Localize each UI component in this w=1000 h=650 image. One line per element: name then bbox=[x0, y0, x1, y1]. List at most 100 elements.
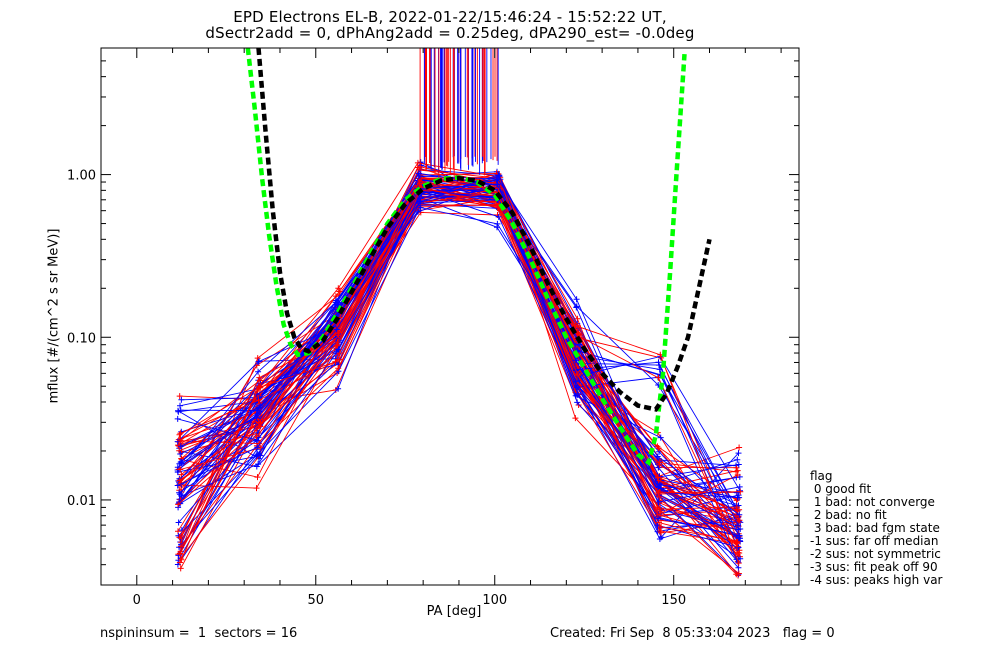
data-point-marker bbox=[417, 173, 423, 180]
red-trace bbox=[180, 189, 738, 547]
legend-item: -1 sus: far off median bbox=[810, 534, 939, 548]
black-fit-curve bbox=[256, 48, 712, 412]
red-trace bbox=[180, 185, 738, 516]
data-point-marker bbox=[332, 299, 339, 306]
data-point-marker bbox=[737, 555, 744, 562]
blue-trace bbox=[178, 199, 740, 539]
blue-trace bbox=[181, 189, 740, 537]
red-trace bbox=[180, 181, 737, 547]
chart-title-line1: EPD Electrons EL-B, 2022-01-22/15:46:24 … bbox=[233, 8, 667, 26]
chart-title-line2: dSectr2add = 0, dPhAng2add = 0.25deg, dP… bbox=[205, 24, 695, 42]
data-point-marker bbox=[574, 390, 581, 397]
data-point-marker bbox=[735, 492, 742, 499]
data-point-marker bbox=[255, 384, 262, 391]
data-point-marker bbox=[654, 511, 661, 518]
data-point-marker bbox=[178, 471, 185, 478]
data-point-marker bbox=[175, 519, 182, 526]
data-point-marker bbox=[572, 357, 579, 364]
red-trace bbox=[179, 191, 737, 511]
x-tick-label: 50 bbox=[307, 593, 324, 608]
data-point-marker bbox=[655, 445, 662, 452]
data-point-marker bbox=[176, 559, 183, 566]
data-point-marker bbox=[733, 571, 740, 578]
data-point-marker bbox=[176, 534, 183, 541]
legend-item: 3 bad: bad fgm state bbox=[810, 521, 940, 535]
legend-item: 0 good fit bbox=[810, 482, 872, 496]
blue-trace bbox=[177, 186, 738, 494]
data-point-marker bbox=[654, 453, 661, 460]
data-point-marker bbox=[417, 198, 424, 205]
data-point-marker bbox=[177, 543, 184, 550]
data-point-marker bbox=[255, 358, 262, 365]
data-point-marker bbox=[658, 529, 664, 536]
data-point-marker bbox=[656, 536, 663, 542]
data-point-marker bbox=[332, 358, 339, 365]
data-point-marker bbox=[735, 560, 742, 567]
data-point-marker bbox=[655, 359, 662, 366]
red-trace bbox=[181, 203, 739, 562]
data-point-marker bbox=[655, 499, 662, 505]
data-point-marker bbox=[575, 372, 581, 379]
legend-item: 1 bad: not converge bbox=[810, 495, 935, 509]
footer-created: Created: Fri Sep 8 05:33:04 2023 flag = … bbox=[550, 626, 835, 641]
data-point-marker bbox=[177, 565, 184, 572]
data-point-marker bbox=[256, 374, 263, 381]
legend-item: -3 sus: fit peak off 90 bbox=[810, 560, 938, 574]
fit-curves-layer bbox=[245, 48, 712, 467]
data-point-marker bbox=[494, 181, 501, 188]
y-axis-label: mflux [#/(cm^2 s sr MeV)] bbox=[46, 228, 62, 404]
data-point-marker bbox=[737, 526, 744, 532]
data-point-marker bbox=[176, 393, 183, 400]
flag-legend: flag 0 good fit 1 bad: not converge 2 ba… bbox=[810, 470, 942, 587]
red-trace bbox=[181, 184, 740, 551]
data-point-marker bbox=[656, 506, 663, 513]
y-tick-label: 0.01 bbox=[67, 494, 96, 509]
data-point-marker bbox=[176, 491, 183, 498]
data-point-marker bbox=[736, 444, 743, 451]
red-trace bbox=[181, 197, 738, 543]
x-tick-label: 0 bbox=[133, 593, 141, 608]
data-point-marker bbox=[495, 213, 502, 220]
data-point-marker bbox=[736, 511, 743, 518]
blue-trace bbox=[180, 178, 737, 545]
data-point-marker bbox=[254, 437, 261, 444]
legend-item: -2 sus: not symmetric bbox=[810, 547, 941, 561]
blue-trace bbox=[181, 186, 739, 526]
data-point-marker bbox=[656, 461, 663, 468]
data-point-marker bbox=[733, 504, 740, 511]
data-point-marker bbox=[733, 468, 740, 475]
data-point-marker bbox=[177, 402, 183, 409]
data-point-marker bbox=[734, 538, 741, 545]
data-point-marker bbox=[735, 522, 741, 529]
data-point-marker bbox=[335, 365, 342, 372]
data-point-marker bbox=[257, 423, 264, 430]
data-point-marker bbox=[255, 368, 262, 375]
data-point-marker bbox=[572, 378, 579, 385]
data-point-marker bbox=[334, 339, 341, 345]
data-point-marker bbox=[655, 464, 662, 471]
data-point-marker bbox=[734, 456, 741, 463]
red-trace bbox=[180, 180, 739, 547]
data-point-marker bbox=[335, 385, 342, 392]
data-point-marker bbox=[255, 461, 262, 468]
data-point-marker bbox=[656, 493, 663, 500]
legend-item: -4 sus: peaks high var bbox=[810, 573, 943, 587]
data-point-marker bbox=[254, 355, 261, 362]
red-trace bbox=[178, 178, 740, 516]
data-point-marker bbox=[493, 177, 500, 183]
data-point-marker bbox=[177, 443, 184, 450]
x-tick-label: 150 bbox=[661, 593, 686, 608]
data-point-marker bbox=[496, 173, 503, 180]
data-point-marker bbox=[336, 356, 343, 363]
data-point-marker bbox=[254, 444, 261, 451]
footer-spin-info: nspininsum = 1 sectors = 16 bbox=[100, 626, 298, 641]
data-point-marker bbox=[253, 433, 260, 440]
data-point-marker bbox=[657, 434, 664, 441]
data-point-marker bbox=[735, 570, 742, 577]
data-point-marker bbox=[415, 170, 422, 177]
data-point-marker bbox=[177, 437, 184, 444]
data-point-marker bbox=[336, 288, 343, 295]
data-point-marker bbox=[177, 451, 184, 457]
blue-trace bbox=[177, 179, 741, 560]
data-point-marker bbox=[417, 204, 424, 211]
